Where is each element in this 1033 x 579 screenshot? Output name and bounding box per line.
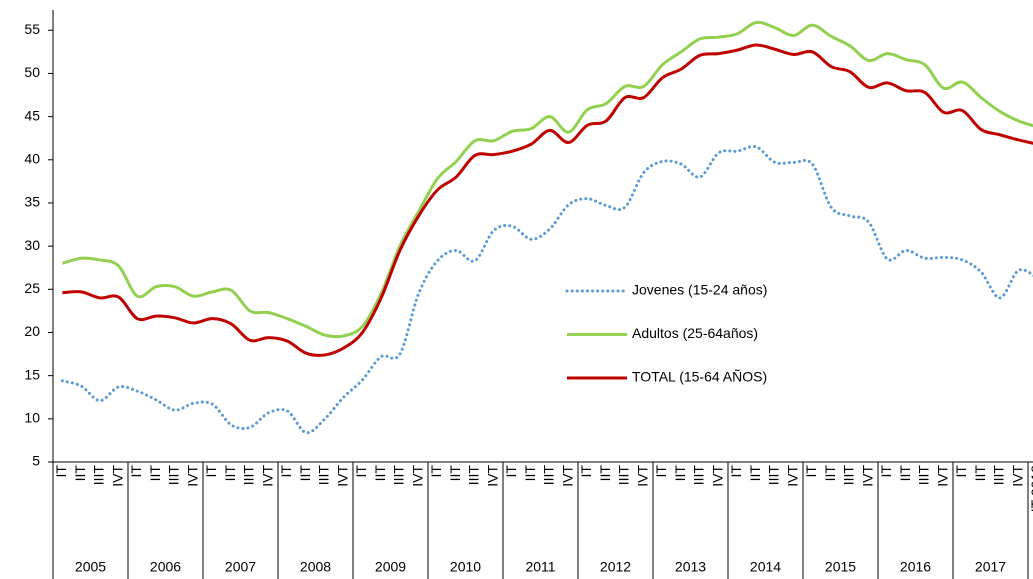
y-tick-label: 30: [24, 237, 40, 253]
x-tick-label: IVT: [184, 465, 200, 487]
x-tick-label: IVT: [334, 465, 350, 487]
x-tick-label: IVT: [709, 465, 725, 487]
x-tick-label: IIIT: [166, 465, 182, 486]
x-tick-label: IIIT: [91, 465, 107, 486]
x-tick-label: IT: [128, 465, 144, 478]
series-line: [62, 43, 1033, 357]
x-tick-label: IVT: [1009, 465, 1025, 487]
x-tick-label: IT: [803, 465, 819, 478]
year-label: 2008: [300, 559, 331, 575]
year-label: 2009: [375, 559, 406, 575]
y-tick-label: 40: [24, 150, 40, 166]
x-tick-label: IVT: [859, 465, 875, 487]
x-tick-label: IT: [878, 465, 894, 478]
y-tick-label: 55: [24, 21, 40, 37]
x-tick-label: IIIT: [991, 465, 1007, 486]
x-tick-label: IIIT: [841, 465, 857, 486]
x-tick-label: IIT: [672, 465, 688, 482]
x-tick-label: IIT: [72, 465, 88, 482]
x-tick-label: IT: [578, 465, 594, 478]
series-line: [60, 144, 1033, 435]
x-tick-label: IVT: [259, 465, 275, 487]
x-tick-label: IVT: [409, 465, 425, 487]
legend-label: TOTAL (15-64 AÑOS): [632, 369, 767, 385]
year-label: 2006: [150, 559, 181, 575]
year-label: 2011: [525, 559, 555, 575]
y-tick-label: 10: [24, 410, 40, 426]
x-tick-label: IVT: [934, 465, 950, 487]
x-tick-label: IVT: [784, 465, 800, 487]
x-tick-label: IT: [728, 465, 744, 478]
x-tick-label: IVT: [559, 465, 575, 487]
year-label: 2016: [900, 559, 931, 575]
year-label: 2010: [450, 559, 481, 575]
y-tick-label: 45: [24, 107, 40, 123]
x-tick-label: IIIT: [241, 465, 257, 486]
year-label: 2005: [75, 559, 106, 575]
x-tick-label: IIT: [897, 465, 913, 482]
year-label: 2013: [675, 559, 706, 575]
x-tick-label: IIIT: [916, 465, 932, 486]
x-tick-label: IIT: [147, 465, 163, 482]
x-tick-label: IIIT: [316, 465, 332, 486]
y-tick-label: 5: [32, 453, 40, 469]
x-tick-label: IIT: [747, 465, 763, 482]
y-tick-label: 50: [24, 64, 40, 80]
year-label: 2017: [975, 559, 1006, 575]
x-tick-label: IT: [953, 465, 969, 478]
x-tick-label: IIT: [447, 465, 463, 482]
legend-label: Adultos (25-64años): [632, 325, 758, 341]
series-line: [61, 20, 1033, 339]
x-tick-label: IIT: [372, 465, 388, 482]
x-tick-label: IIT: [222, 465, 238, 482]
x-tick-label: IIT: [597, 465, 613, 482]
legend-label: Jovenes (15-24 años): [632, 282, 767, 298]
x-tick-label: IT: [203, 465, 219, 478]
x-tick-label: IIIT: [766, 465, 782, 486]
y-tick-label: 25: [24, 280, 40, 296]
y-tick-label: 20: [24, 323, 40, 339]
x-tick-label: IT: [653, 465, 669, 478]
x-tick-label: IT: [278, 465, 294, 478]
x-tick-label: IIIT: [391, 465, 407, 486]
x-tick-label: IT: [503, 465, 519, 478]
year-label: 2012: [600, 559, 631, 575]
x-tick-label: IVT: [109, 465, 125, 487]
x-tick-label: IIT: [297, 465, 313, 482]
x-tick-label: IIT: [972, 465, 988, 482]
x-tick-label: IT: [428, 465, 444, 478]
year-label: 2007: [225, 559, 256, 575]
y-tick-label: 15: [24, 366, 40, 382]
x-tick-label: IIT: [522, 465, 538, 482]
x-tick-label: IIIT: [691, 465, 707, 486]
x-tick-label: IIT: [822, 465, 838, 482]
x-tick-label: IVT: [484, 465, 500, 487]
x-tick-label: IVT: [634, 465, 650, 487]
year-label: 2014: [750, 559, 781, 575]
x-tick-label: IIIT: [616, 465, 632, 486]
year-label: 2015: [825, 559, 856, 575]
x-tick-label: IT: [353, 465, 369, 478]
x-tick-label: IT 2018: [1028, 465, 1033, 512]
y-tick-label: 35: [24, 194, 40, 210]
x-tick-label: IIIT: [466, 465, 482, 486]
x-tick-label: IT: [53, 465, 69, 478]
x-tick-label: IIIT: [541, 465, 557, 486]
